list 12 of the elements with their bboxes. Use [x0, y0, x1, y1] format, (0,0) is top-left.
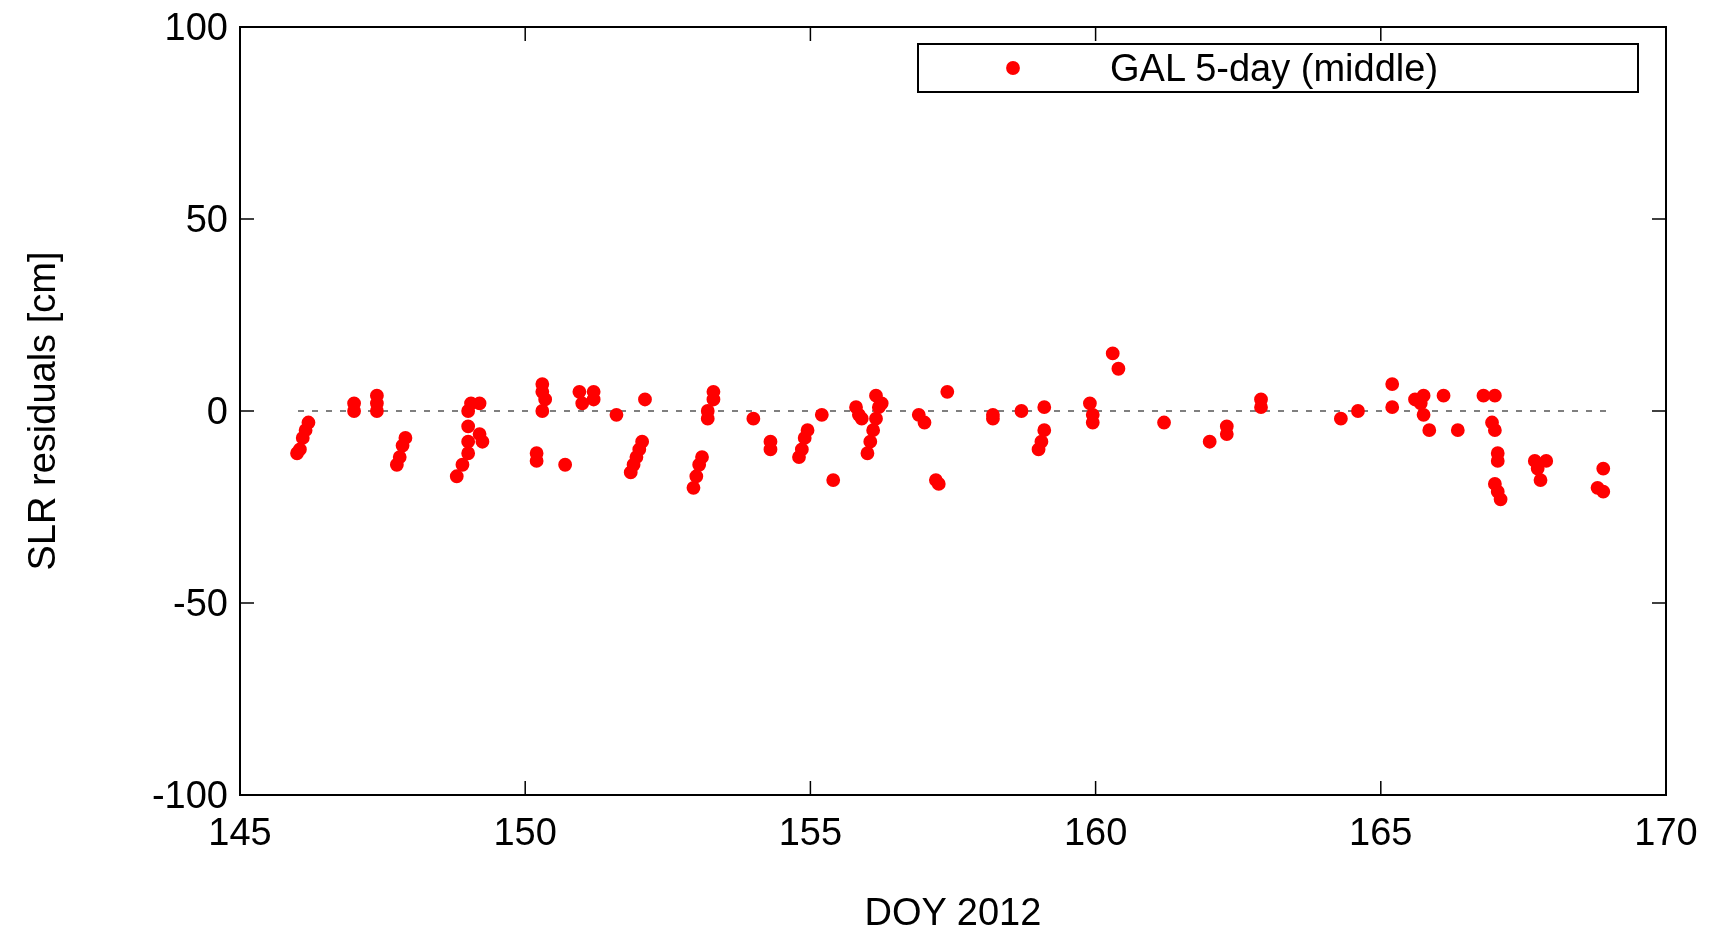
- x-axis-title: DOY 2012: [864, 891, 1042, 933]
- x-tick-label: 170: [1634, 811, 1698, 853]
- x-tick-label: 160: [1063, 811, 1128, 853]
- legend-label: GAL 5-day (middle): [1110, 47, 1439, 90]
- y-tick-label: 0: [206, 390, 228, 433]
- y-axis-title: SLR residuals [cm]: [21, 251, 63, 571]
- y-tick-label: 50: [185, 198, 228, 241]
- x-tick-label: 165: [1349, 811, 1413, 853]
- y-tick-label: 100: [164, 6, 228, 49]
- x-tick-label: 155: [778, 811, 843, 853]
- y-tick-label: -50: [173, 582, 228, 625]
- x-tick-label: 150: [493, 811, 557, 853]
